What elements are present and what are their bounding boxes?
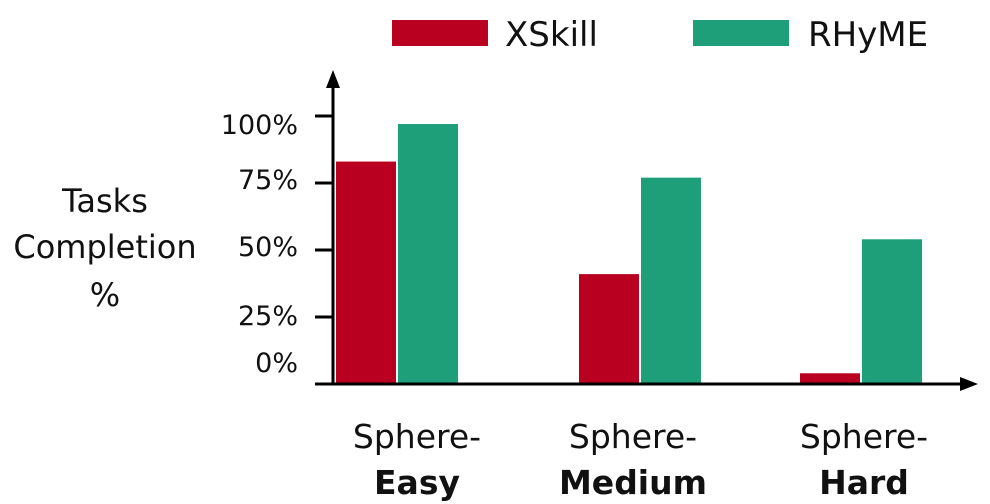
- y-axis-title-line-1: Tasks: [61, 182, 148, 220]
- x-tick-label-line-1: Sphere-: [569, 417, 697, 456]
- legend-label-xskill: XSkill: [505, 15, 598, 55]
- y-tick-label: 75%: [238, 165, 298, 196]
- bar-rhyme-sphere-medium: [641, 177, 701, 383]
- bars: [336, 124, 922, 383]
- y-ticks: 0% 25% 50% 75% 100%: [221, 110, 333, 386]
- y-tick-label: 25%: [238, 301, 298, 332]
- y-tick-label: 50%: [238, 232, 298, 263]
- x-axis-arrow: [960, 377, 978, 391]
- y-axis-arrow: [326, 70, 340, 88]
- y-tick-label: 0%: [255, 348, 298, 379]
- legend-swatch-rhyme: [693, 20, 789, 46]
- bar-xskill-sphere-medium: [579, 274, 639, 383]
- x-tick-label-line-1: Sphere-: [353, 417, 481, 456]
- y-axis-title-line-3: %: [90, 276, 120, 314]
- legend-swatch-xskill: [392, 20, 488, 46]
- legend: XSkill RHyME: [392, 15, 928, 55]
- bar-xskill-sphere-hard: [800, 373, 860, 383]
- legend-label-rhyme: RHyME: [808, 15, 928, 55]
- y-axis-title-line-2: Completion: [13, 228, 196, 266]
- bar-rhyme-sphere-hard: [862, 239, 922, 383]
- x-tick-label-line-2: Hard: [819, 463, 909, 502]
- bar-xskill-sphere-easy: [336, 161, 396, 383]
- axes: [316, 70, 978, 391]
- y-tick-label: 100%: [221, 110, 298, 141]
- x-tick-labels: Sphere- Easy Sphere- Medium Sphere- Hard: [353, 417, 928, 502]
- y-axis-title: Tasks Completion %: [13, 182, 196, 314]
- x-tick-label-line-1: Sphere-: [800, 417, 928, 456]
- x-tick-label-line-2: Medium: [559, 463, 707, 502]
- bar-rhyme-sphere-easy: [398, 124, 458, 383]
- x-tick-label-line-2: Easy: [374, 463, 460, 502]
